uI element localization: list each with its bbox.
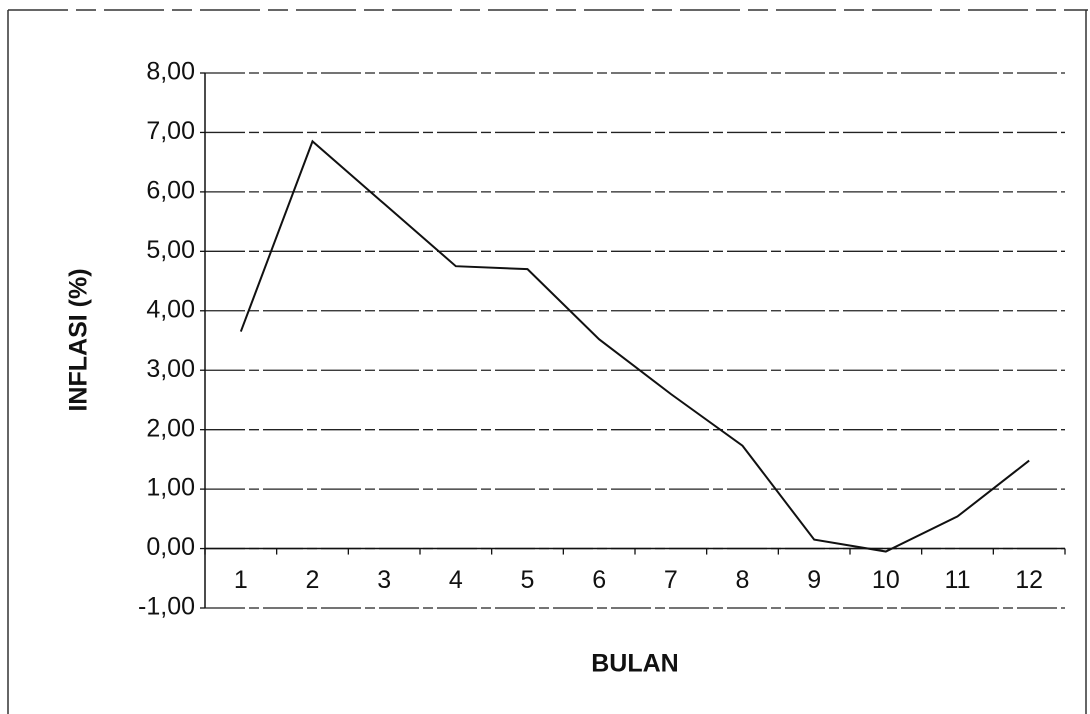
x-tick-label: 12	[1015, 566, 1043, 594]
x-tick-label: 4	[449, 566, 463, 594]
y-tick-label: -1,00	[138, 593, 195, 621]
x-tick-label: 8	[736, 566, 750, 594]
x-tick-label: 11	[945, 566, 971, 594]
x-tick-label: 6	[592, 566, 606, 594]
y-tick-label: 0,00	[146, 533, 195, 561]
x-tick-label: 3	[377, 566, 391, 594]
x-tick-label: 9	[807, 566, 821, 594]
y-tick-label: 4,00	[146, 295, 195, 323]
x-tick-label: 2	[306, 566, 320, 594]
x-tick-label: 5	[521, 566, 535, 594]
y-tick-label: 8,00	[146, 58, 195, 86]
x-axis-title: BULAN	[591, 650, 679, 678]
data-line	[239, 139, 1030, 553]
x-tick-label: 10	[872, 566, 900, 594]
y-tick-label: 5,00	[146, 236, 195, 264]
x-tick-label: 1	[234, 566, 248, 594]
y-axis-title: INFLASI (%)	[65, 268, 93, 411]
x-tick-label: 7	[664, 566, 678, 594]
y-tick-label: 7,00	[146, 117, 195, 145]
y-tick-label: 2,00	[146, 414, 195, 442]
y-tick-label: 1,00	[146, 474, 195, 502]
y-tick-label: 3,00	[146, 355, 195, 383]
y-tick-label: 6,00	[146, 176, 195, 204]
